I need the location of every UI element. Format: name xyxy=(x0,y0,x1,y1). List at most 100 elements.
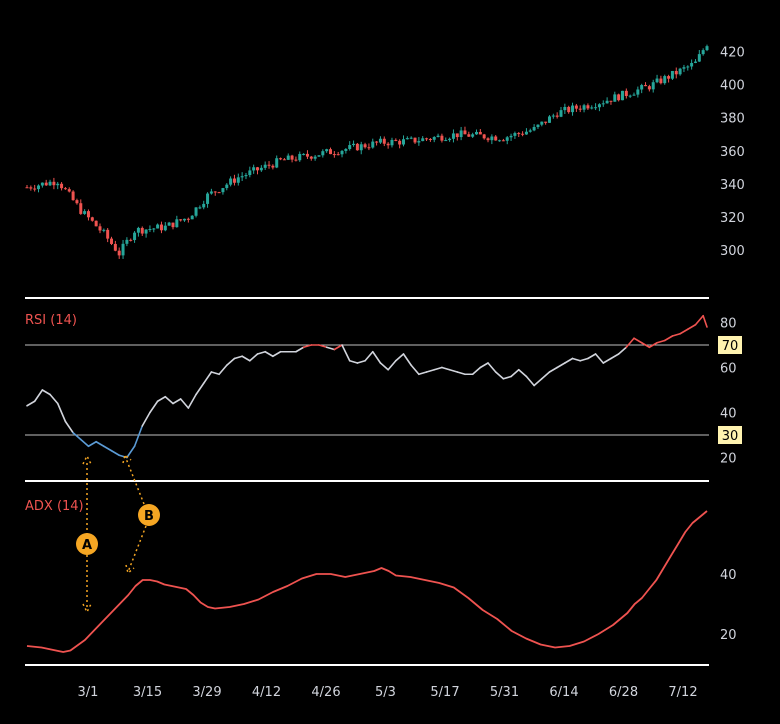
candle-body xyxy=(686,66,690,68)
candle-body xyxy=(213,191,217,193)
rsi-segment xyxy=(26,400,36,407)
rsi-segment xyxy=(387,359,397,371)
rsi-segment xyxy=(579,357,589,362)
candle-body xyxy=(102,229,106,231)
candle-body xyxy=(179,219,183,221)
candle-body xyxy=(156,224,160,229)
candle-body xyxy=(232,178,236,183)
candle-body xyxy=(332,154,336,156)
candle-body xyxy=(532,127,536,131)
rsi-level-70-badge xyxy=(718,336,742,354)
candle-body xyxy=(640,85,644,90)
candle-body xyxy=(313,156,317,159)
candle-body xyxy=(225,184,229,189)
candle-body xyxy=(559,110,563,117)
rsi-segment xyxy=(633,337,643,344)
rsi-y-tick-label: 40 xyxy=(720,407,737,422)
rsi-segment xyxy=(364,350,374,362)
candle-body xyxy=(417,141,421,143)
rsi-panel-label: RSI (14) xyxy=(25,313,77,328)
candle-body xyxy=(551,115,555,117)
x-tick-label: 3/15 xyxy=(133,685,162,700)
candle-body xyxy=(594,107,598,109)
candle-body xyxy=(336,154,340,156)
rsi-segment xyxy=(256,350,266,355)
candle-body xyxy=(451,133,455,139)
candle-body xyxy=(620,90,624,101)
callout-b-arrow-up xyxy=(122,453,145,505)
rsi-segment xyxy=(663,335,674,342)
candle-body xyxy=(37,185,41,190)
price-y-tick-label: 360 xyxy=(720,145,745,160)
candle-body xyxy=(83,211,87,214)
candle-body xyxy=(344,149,348,151)
candle-body xyxy=(75,200,79,204)
candle-body xyxy=(613,94,617,102)
x-axis: 3/1 3/15 3/29 4/12 4/26 5/3 5/17 5/31 6/14 6/28 7/… xyxy=(78,685,698,700)
candle-body xyxy=(275,158,279,168)
candle-body xyxy=(459,130,463,138)
candle-body xyxy=(279,158,283,160)
candle-body xyxy=(636,89,640,95)
rsi-segment xyxy=(456,371,466,376)
candle-body xyxy=(25,187,29,189)
candle-body xyxy=(390,139,394,146)
rsi-segment xyxy=(556,362,566,369)
x-tick-label: 3/29 xyxy=(192,685,221,700)
candle-body xyxy=(125,239,129,244)
rsi-segment xyxy=(671,332,681,337)
candle-body xyxy=(398,140,402,145)
candle-body xyxy=(605,100,609,104)
rsi-segment xyxy=(395,353,405,362)
candle-body xyxy=(248,170,252,176)
x-tick-label: 5/17 xyxy=(430,685,459,700)
candle-body xyxy=(444,140,448,142)
candle-body xyxy=(321,151,325,156)
rsi-segment xyxy=(318,344,328,349)
candle-body xyxy=(236,177,240,183)
candle-body xyxy=(348,145,352,150)
rsi-segment xyxy=(525,375,535,387)
candle-body xyxy=(701,50,705,55)
candle-body xyxy=(294,159,298,161)
candle-body xyxy=(152,228,156,230)
candle-body xyxy=(663,76,667,84)
candle-body xyxy=(110,238,114,244)
x-tick-label: 6/14 xyxy=(549,685,578,700)
candle-body xyxy=(171,222,175,228)
rsi-y-tick-label: 80 xyxy=(720,317,737,332)
candle-body xyxy=(659,78,663,84)
x-tick-label: 5/31 xyxy=(490,685,519,700)
candle-body xyxy=(352,143,356,146)
rsi-segment xyxy=(41,389,51,396)
rsi-segment xyxy=(72,431,82,441)
candle-body xyxy=(586,105,590,109)
rsi-segment xyxy=(602,357,612,364)
candle-body xyxy=(463,130,467,135)
rsi-segment xyxy=(433,366,443,371)
candle-body xyxy=(401,139,405,145)
rsi-segment xyxy=(225,357,236,367)
rsi-segment xyxy=(702,314,708,328)
rsi-segment xyxy=(487,362,497,373)
candle-body xyxy=(509,135,513,138)
candle-body xyxy=(186,218,190,220)
candle-body xyxy=(655,78,659,83)
candle-body xyxy=(536,124,540,128)
candle-body xyxy=(340,150,344,155)
rsi-segment xyxy=(172,398,182,405)
candle-body xyxy=(413,137,417,143)
callout-annotations: A B xyxy=(76,453,160,614)
candle-body xyxy=(405,138,409,140)
candle-body xyxy=(79,203,83,214)
candle-body xyxy=(221,188,225,193)
candle-body xyxy=(33,188,37,190)
candle-body xyxy=(486,138,490,141)
candle-body xyxy=(163,225,167,231)
candle-body xyxy=(133,232,137,241)
candle-body xyxy=(117,250,121,256)
candle-body xyxy=(206,193,210,204)
candle-body xyxy=(129,239,133,241)
